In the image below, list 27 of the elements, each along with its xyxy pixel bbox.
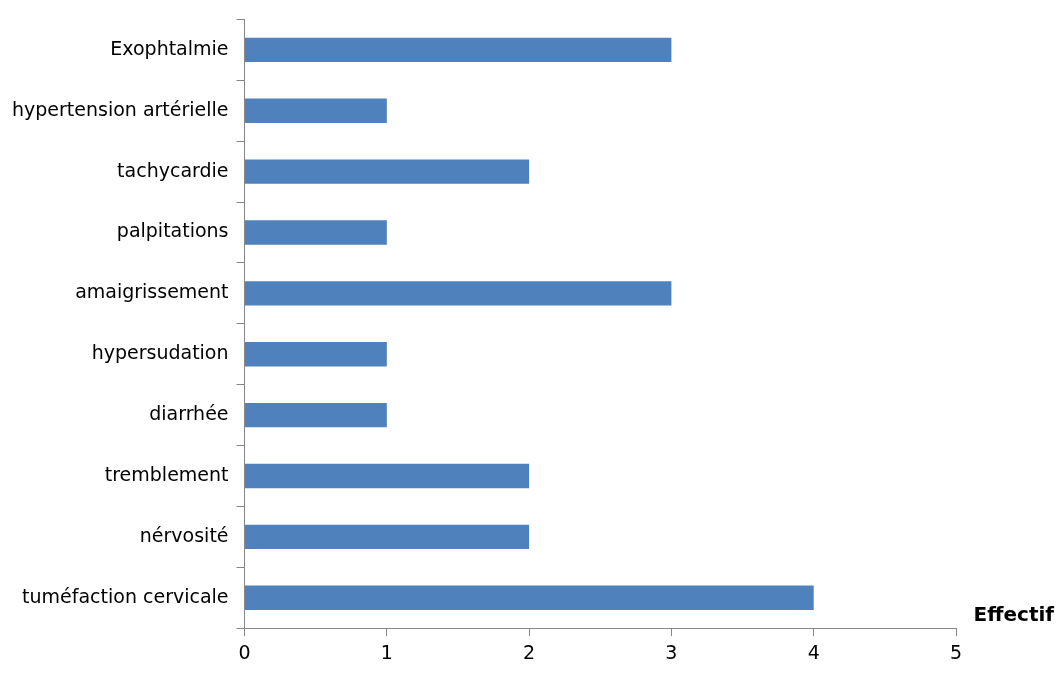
- bar: [245, 463, 530, 489]
- x-axis-title: Effectif: [973, 602, 1055, 627]
- y-tick-label: tremblement: [104, 462, 229, 485]
- bar: [245, 524, 530, 550]
- y-tick-label: tuméfaction cervicale: [22, 584, 229, 607]
- x-tick-label: 3: [665, 640, 678, 663]
- bar: [245, 342, 387, 367]
- x-tick-label: 1: [380, 640, 393, 663]
- bar: [245, 37, 672, 63]
- bar: [245, 281, 672, 306]
- y-tick-label: tachycardie: [117, 158, 229, 181]
- y-tick-label: amaigrissement: [75, 280, 229, 303]
- y-tick-label: hypertension artérielle: [11, 97, 229, 120]
- x-tick-label: 2: [523, 640, 536, 663]
- bar: [245, 159, 530, 184]
- bar: [245, 585, 814, 610]
- x-tick-label: 0: [238, 640, 251, 663]
- bar: [245, 98, 387, 123]
- y-tick-label: diarrhée: [149, 402, 229, 425]
- y-tick-label: nérvosité: [139, 523, 229, 546]
- x-tick-label: 5: [949, 640, 963, 663]
- bar: [245, 402, 387, 428]
- x-tick-label: 4: [807, 640, 820, 663]
- y-tick-label: palpitations: [116, 219, 229, 242]
- bar: [245, 220, 387, 245]
- y-tick-label: Exophtalmie: [110, 36, 229, 59]
- y-tick-label: hypersudation: [91, 341, 229, 364]
